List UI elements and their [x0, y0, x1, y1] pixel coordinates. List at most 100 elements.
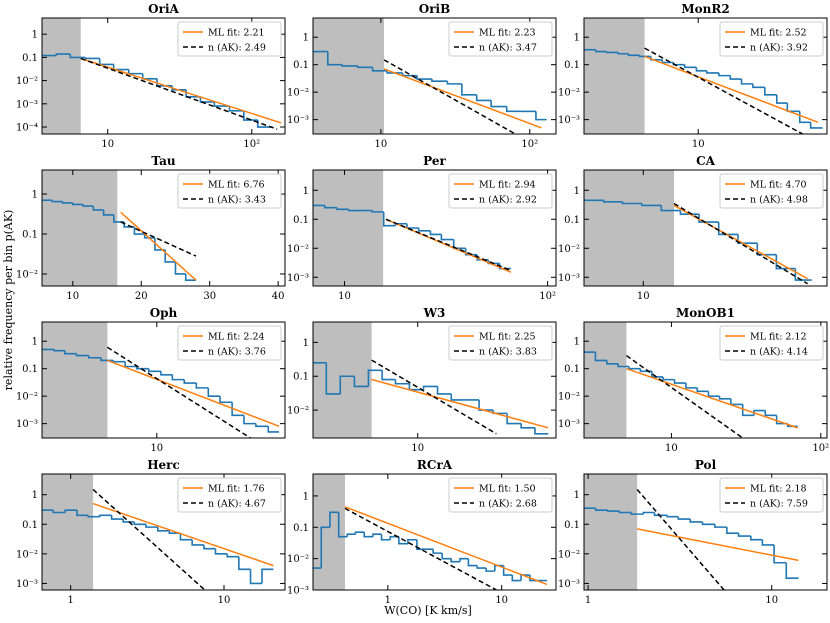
histogram-step — [450, 393, 466, 401]
histogram-step — [775, 94, 788, 104]
panel-title: Per — [423, 154, 446, 168]
histogram-step — [179, 533, 193, 541]
histogram-step — [112, 360, 126, 363]
histogram-step — [698, 214, 719, 223]
shaded-region — [313, 170, 384, 286]
histogram-step — [741, 404, 754, 417]
histogram-step — [666, 515, 679, 518]
y-tick-label: 0.1 — [22, 520, 38, 531]
histogram-step — [431, 79, 448, 83]
y-tick-label: 10⁻³ — [558, 115, 580, 126]
histogram-step — [171, 374, 185, 381]
histogram-step — [92, 206, 104, 211]
legend-label: ML fit: 2.52 — [750, 28, 807, 39]
plot-area — [584, 322, 798, 438]
x-axis-label: W(CO) [K km/s] — [384, 604, 472, 617]
histogram-step — [773, 544, 787, 564]
axes-frame — [41, 321, 286, 439]
legend-label: ML fit: 2.21 — [208, 28, 265, 39]
y-tick-label: 1 — [32, 30, 38, 41]
y-tick-label: 10⁻³ — [16, 579, 38, 590]
y-tick-label: 10⁻³ — [558, 273, 580, 284]
histogram-step — [249, 569, 263, 585]
panel-title: Herc — [147, 458, 180, 472]
x-tick-label: 10 — [765, 595, 778, 606]
histogram-step — [511, 575, 522, 582]
legend-label: n (AK): 2.49 — [208, 43, 266, 54]
fit-line — [92, 502, 274, 567]
histogram-step — [494, 564, 504, 572]
histogram-step — [82, 204, 94, 207]
legend-label: n (AK): 3.92 — [750, 43, 808, 54]
axes-frame — [583, 169, 828, 287]
legend-label: n (AK): 4.14 — [750, 347, 808, 358]
plot-area — [42, 18, 282, 134]
legend-box — [448, 325, 553, 361]
histogram-step — [417, 228, 431, 232]
histogram-step — [87, 515, 100, 518]
x-tick-label: 10 — [338, 291, 351, 302]
histogram-step — [785, 562, 799, 580]
histogram-step — [64, 350, 77, 355]
x-tick-label: 10 — [375, 139, 388, 150]
histogram-step — [685, 383, 698, 389]
plot-area — [42, 474, 274, 590]
histogram-step — [416, 539, 425, 550]
histogram-step — [69, 54, 86, 59]
histogram-step — [730, 398, 743, 406]
histogram-step — [407, 538, 417, 544]
histogram-step — [662, 376, 675, 381]
legend-label: ML fit: 6.76 — [208, 180, 265, 191]
axes-frame — [41, 473, 286, 591]
legend-box — [719, 325, 824, 361]
legend-box — [719, 173, 824, 209]
histogram-step — [112, 64, 129, 71]
panel-title: W3 — [423, 306, 446, 320]
histogram-step — [478, 399, 494, 411]
histogram-step — [673, 379, 686, 384]
y-tick-label: 10⁻² — [558, 392, 580, 403]
y-tick-label: 1 — [303, 338, 309, 349]
y-tick-label: 1 — [303, 491, 309, 502]
x-tick-label: 10 — [66, 291, 79, 302]
x-tick-label: 1 — [585, 595, 591, 606]
y-tick-label: 1 — [574, 337, 580, 348]
shaded-region — [42, 18, 81, 134]
fit-line — [625, 354, 744, 438]
histogram-step — [718, 396, 731, 400]
y-tick-label: 0.1 — [22, 53, 38, 64]
shaded-region — [584, 18, 645, 134]
histogram-step — [756, 243, 777, 256]
histogram-step — [87, 355, 102, 359]
histogram-step — [231, 402, 244, 417]
histogram-step — [219, 396, 233, 404]
y-tick-label: 1 — [32, 490, 38, 501]
y-tick-label: 10⁻³ — [558, 419, 580, 430]
fit-line — [120, 221, 197, 257]
histogram-step — [618, 511, 632, 514]
shaded-region — [42, 170, 118, 286]
x-tick-label: 10² — [539, 291, 556, 302]
plot-area — [42, 170, 197, 286]
fit-line — [644, 47, 803, 134]
histogram-step — [133, 521, 147, 526]
histogram-step — [64, 509, 78, 513]
panel: 10 10² 10⁻³ 10⁻² 0.1 1 OriB ML fit: 2.23 n (AK):… — [287, 2, 557, 150]
fit-line — [371, 359, 497, 435]
axes-frame — [41, 169, 286, 287]
histogram-step — [394, 379, 410, 385]
axes-frame — [312, 321, 557, 439]
fit-line — [371, 378, 549, 429]
histogram-step — [357, 65, 373, 69]
shaded-region — [313, 18, 385, 134]
panel: 10 10² 10⁻³ 10⁻² 0.1 1 MonOB1 ML fit: 2.12 n (AK… — [558, 306, 829, 454]
y-tick-label: 10⁻² — [287, 88, 309, 99]
histogram-step — [677, 516, 691, 520]
y-tick-label: 10⁻³ — [287, 115, 309, 126]
fit-line — [636, 488, 725, 590]
histogram-step — [133, 226, 145, 235]
histogram-step — [341, 64, 358, 67]
histogram-step — [595, 49, 607, 53]
histogram-step — [450, 558, 460, 563]
legend-label: ML fit: 1.76 — [208, 484, 265, 495]
